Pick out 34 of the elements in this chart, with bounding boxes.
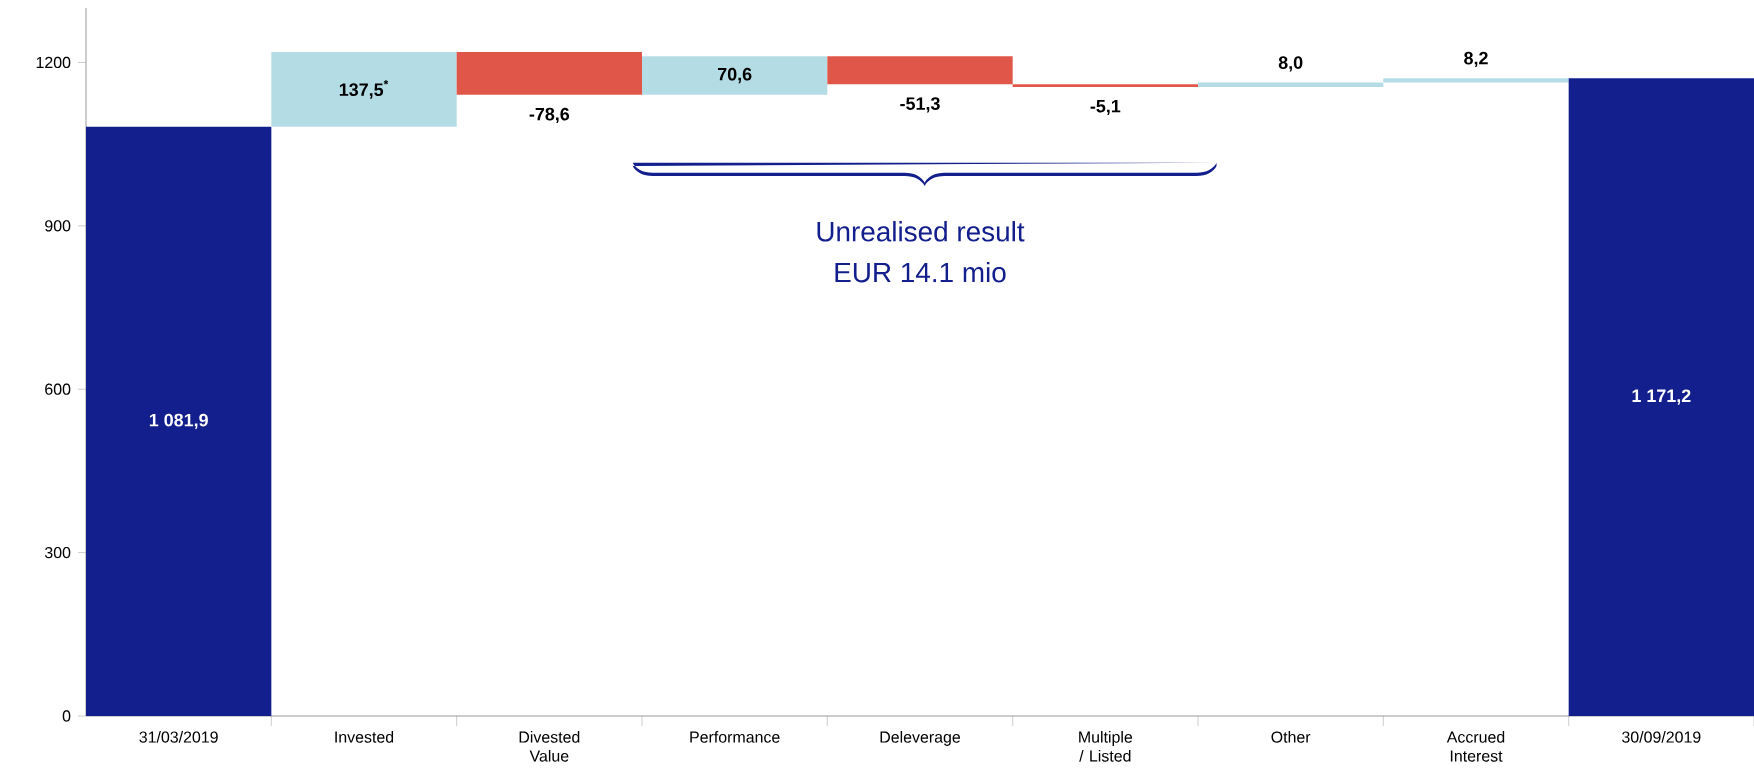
annotation: EUR 14.1 mio [835, 261, 1006, 283]
bar [456, 51, 642, 95]
annotation: Unrealised result [817, 221, 1025, 242]
data-label: 1 171,2 [1632, 389, 1691, 405]
x-tick-label: 30/09/2019 [1622, 731, 1701, 743]
bar [271, 51, 457, 127]
data-label: 8,0 [1278, 56, 1303, 72]
data-label: 1 081,9 [149, 413, 208, 430]
x-tick-label: Deleverage [880, 731, 961, 746]
bar [642, 56, 828, 95]
bar [827, 56, 1013, 85]
bar [1383, 78, 1569, 83]
y-tick-label: 1200 [36, 56, 71, 69]
x-tick-label: Divested Value [519, 731, 580, 762]
y-tick-label: 300 [44, 546, 71, 559]
bar [1198, 82, 1384, 87]
x-tick-label: Invested [335, 731, 394, 743]
x-tick-label: Other [1271, 731, 1311, 743]
y-tick-label: 0 [62, 710, 71, 722]
data-label: -5,1 [1090, 100, 1121, 116]
x-tick-label: Performance [690, 731, 780, 743]
x-tick-label: 31/03/2019 [139, 731, 218, 743]
data-label: -51,3 [900, 97, 940, 113]
data-label: 137,5$^{*}$ [339, 80, 389, 99]
y-tick-label: 900 [45, 220, 71, 232]
x-tick-label: Accrued Interest [1446, 731, 1505, 762]
data-label: 70,6 [718, 67, 752, 84]
data-label: 8,2 [1464, 51, 1488, 68]
data-label: -78,6 [529, 107, 570, 124]
x-tick-label: Multiple / Listed [1079, 731, 1133, 762]
bar [1012, 84, 1198, 87]
bar [86, 126, 272, 716]
bar [1568, 78, 1754, 716]
y-tick-label: 600 [45, 383, 71, 395]
